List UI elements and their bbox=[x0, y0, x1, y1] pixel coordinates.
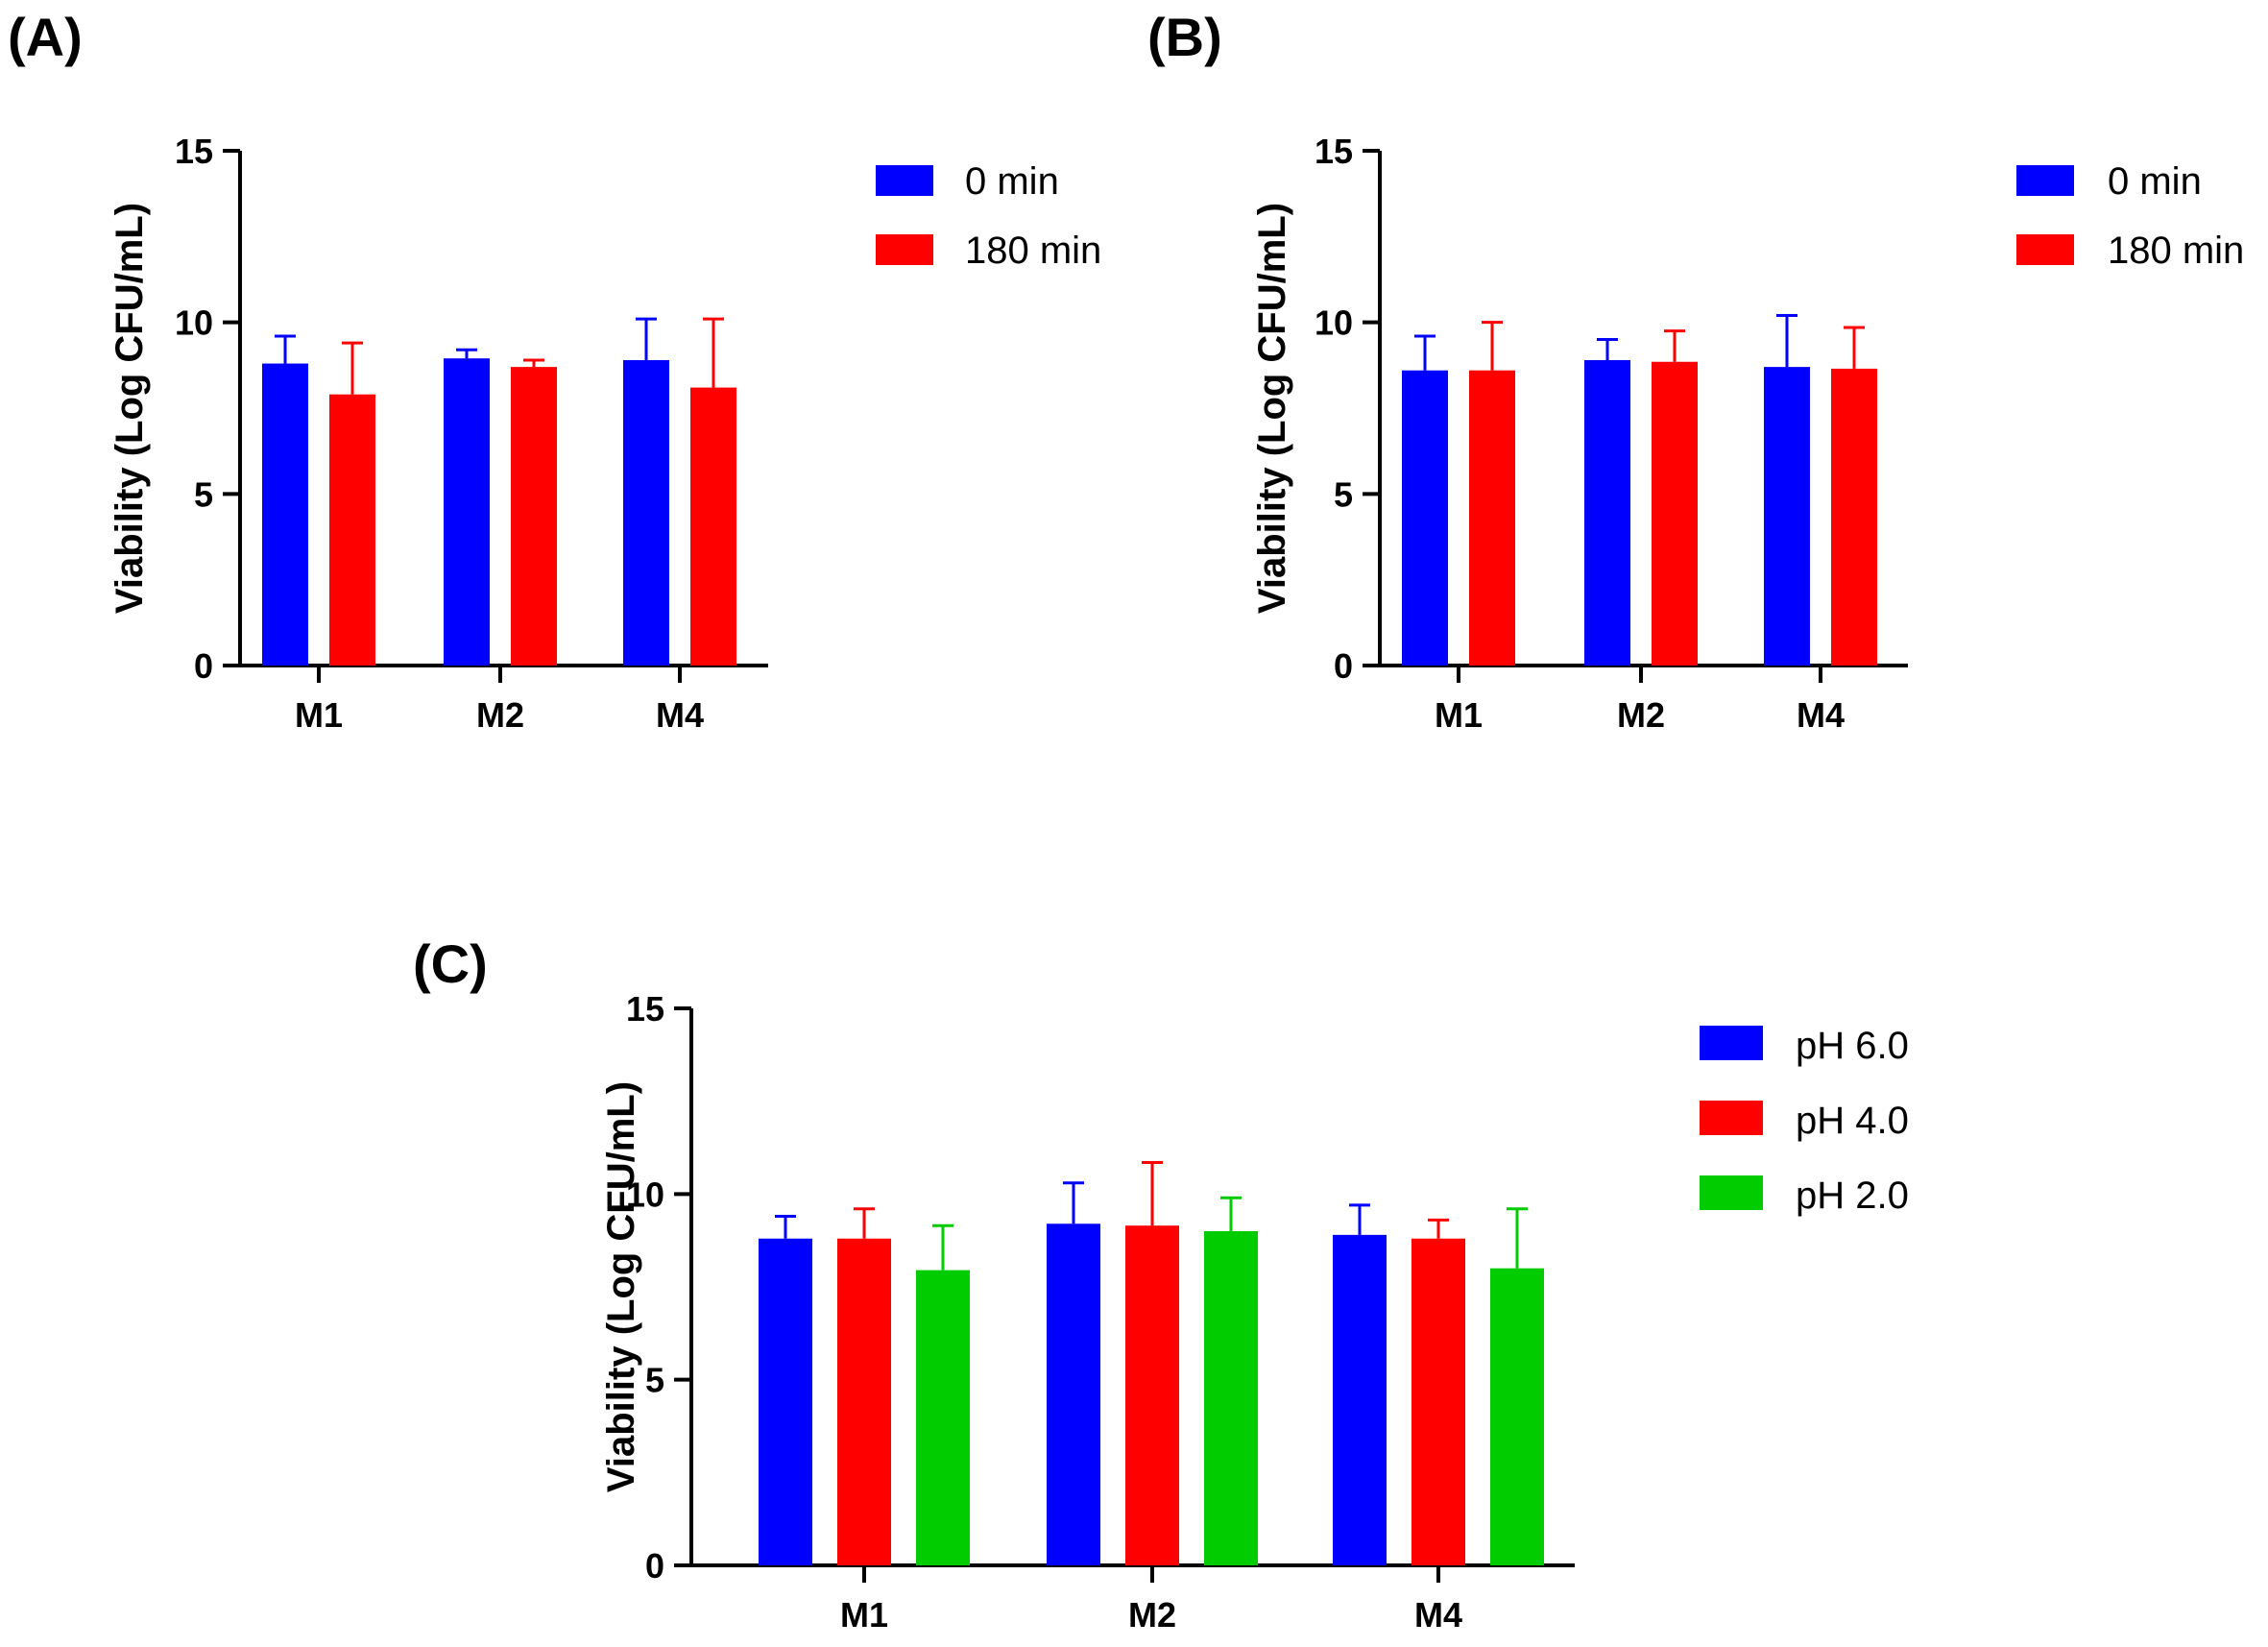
y-tick-label: 5 bbox=[194, 474, 213, 514]
legend-label: pH 2.0 bbox=[1796, 1175, 1909, 1217]
x-tick-label: M2 bbox=[476, 695, 524, 735]
legend-label: 0 min bbox=[2108, 160, 2202, 203]
x-tick-label: M1 bbox=[1435, 695, 1483, 735]
x-tick-label: M1 bbox=[295, 695, 343, 735]
legend: 0 min 180 min bbox=[876, 160, 1101, 272]
x-tick-label: M4 bbox=[1414, 1595, 1462, 1635]
bar-180-min-m4 bbox=[690, 387, 736, 666]
x-tick-label: M4 bbox=[1797, 695, 1845, 735]
legend-swatch bbox=[2016, 234, 2074, 265]
bar-0-min-m2 bbox=[1584, 359, 1630, 666]
legend-swatch bbox=[2016, 165, 2074, 196]
y-axis-title: Viability (Log CFU/mL) bbox=[109, 203, 151, 614]
panel-label: (B) bbox=[1147, 7, 1222, 67]
panel-label: (A) bbox=[8, 7, 83, 67]
y-tick-label: 15 bbox=[175, 132, 213, 171]
bar-180-min-m2 bbox=[511, 367, 557, 666]
y-tick-label: 5 bbox=[645, 1361, 664, 1400]
x-tick-label: M1 bbox=[840, 1595, 888, 1635]
y-tick-label: 10 bbox=[1315, 303, 1353, 343]
panel-label: (C) bbox=[413, 933, 488, 994]
legend-label: 0 min bbox=[965, 160, 1059, 203]
bar-0-min-m1 bbox=[1402, 370, 1448, 666]
bar-ph-6-0-m2 bbox=[1047, 1223, 1100, 1565]
y-tick-label: 10 bbox=[175, 303, 213, 343]
legend-swatch bbox=[1700, 1026, 1763, 1060]
x-tick-label: M4 bbox=[656, 695, 704, 735]
legend-swatch bbox=[1700, 1175, 1763, 1210]
x-tick-label: M2 bbox=[1128, 1595, 1176, 1635]
legend-label: pH 4.0 bbox=[1796, 1100, 1909, 1142]
bar-ph-2-0-m1 bbox=[916, 1270, 970, 1565]
chart-panel-3: (C) Viability (Log CFU/mL) 0 5 10 15 M1 M2 M4 pH … bbox=[413, 933, 1909, 1635]
y-axis-title: Viability (Log CFU/mL) bbox=[600, 1081, 642, 1492]
bar-180-min-m1 bbox=[1469, 370, 1515, 666]
legend: 0 min 180 min bbox=[2016, 160, 2244, 272]
legend-swatch bbox=[1700, 1101, 1763, 1135]
bar-0-min-m4 bbox=[1764, 367, 1810, 666]
y-tick-label: 5 bbox=[1334, 474, 1353, 514]
bar-180-min-m1 bbox=[329, 394, 375, 666]
bar-ph-2-0-m2 bbox=[1204, 1231, 1258, 1565]
bar-0-min-m1 bbox=[262, 363, 308, 666]
bar-ph-6-0-m1 bbox=[759, 1238, 812, 1565]
bar-ph-6-0-m4 bbox=[1333, 1234, 1387, 1565]
legend: pH 6.0 pH 4.0 pH 2.0 bbox=[1700, 1025, 1909, 1217]
bar-0-min-m4 bbox=[623, 359, 669, 666]
bar-180-min-m4 bbox=[1831, 368, 1877, 666]
bar-ph-2-0-m4 bbox=[1490, 1268, 1544, 1565]
y-tick-label: 15 bbox=[626, 989, 664, 1029]
bar-ph-4-0-m1 bbox=[837, 1238, 891, 1565]
bar-ph-4-0-m2 bbox=[1125, 1225, 1179, 1565]
bar-ph-4-0-m4 bbox=[1411, 1238, 1465, 1565]
y-tick-label: 10 bbox=[626, 1175, 664, 1214]
y-tick-label: 15 bbox=[1315, 132, 1353, 171]
y-tick-label: 0 bbox=[1334, 646, 1353, 686]
chart-panel-1: (A) Viability (Log CFU/mL) 0 5 10 15 M1 M2 M4 0 m… bbox=[8, 7, 1101, 735]
legend-swatch bbox=[876, 165, 933, 196]
bar-0-min-m2 bbox=[444, 358, 490, 666]
bar-180-min-m2 bbox=[1652, 361, 1698, 666]
chart-panel-2: (B) Viability (Log CFU/mL) 0 5 10 15 M1 M2 M4 0 m… bbox=[1147, 7, 2244, 735]
legend-label: 180 min bbox=[965, 230, 1101, 272]
legend-label: 180 min bbox=[2108, 230, 2244, 272]
y-tick-label: 0 bbox=[194, 646, 213, 686]
y-axis-title: Viability (Log CFU/mL) bbox=[1251, 203, 1293, 614]
legend-label: pH 6.0 bbox=[1796, 1025, 1909, 1067]
y-tick-label: 0 bbox=[645, 1546, 664, 1586]
x-tick-label: M2 bbox=[1617, 695, 1665, 735]
legend-swatch bbox=[876, 234, 933, 265]
